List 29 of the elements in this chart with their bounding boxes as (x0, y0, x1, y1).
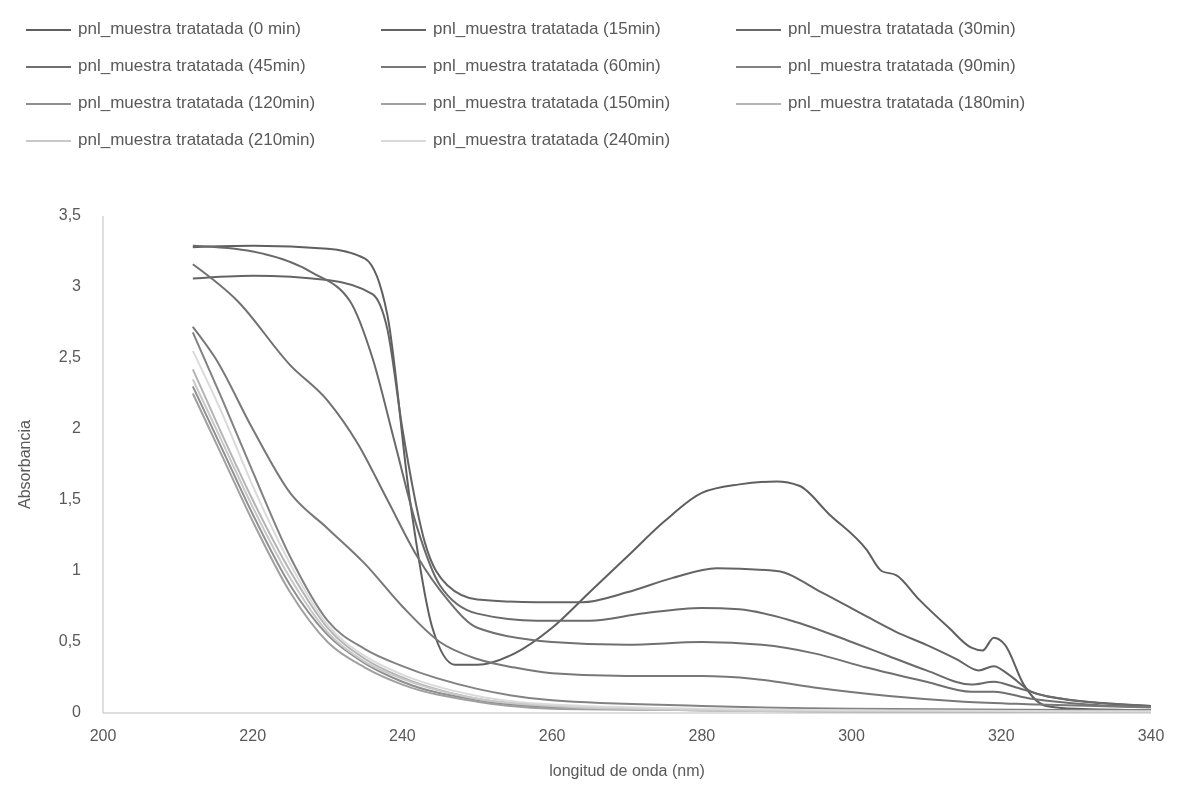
legend-label: pnl_muestra tratatada (60min) (433, 56, 661, 76)
y-tick-label: 2,5 (58, 348, 82, 366)
legend-label: pnl_muestra tratatada (0 min) (78, 19, 301, 39)
y-tick-label: 2 (72, 419, 82, 437)
y-tick-label: 0,5 (58, 632, 82, 650)
legend-label: pnl_muestra tratatada (45min) (78, 56, 306, 76)
y-tick-label: 1 (72, 561, 82, 579)
y-tick-label: 3 (72, 277, 82, 295)
legend-label: pnl_muestra tratatada (210min) (78, 130, 316, 150)
x-tick-label: 240 (389, 727, 416, 744)
y-tick-label: 1,5 (58, 490, 82, 508)
legend-label: pnl_muestra tratatada (90min) (788, 56, 1016, 76)
x-tick-label: 200 (89, 727, 117, 744)
x-axis-title: longitud de onda (nm) (549, 762, 705, 779)
legend-label: pnl_muestra tratatada (30min) (788, 19, 1016, 39)
x-tick-label: 280 (688, 727, 716, 744)
x-tick-label: 220 (239, 727, 267, 744)
legend-label: pnl_muestra tratatada (15min) (433, 19, 661, 39)
x-tick-label: 340 (1137, 727, 1165, 744)
legend-label: pnl_muestra tratatada (240min) (433, 130, 671, 150)
y-tick-label: 0 (72, 703, 82, 721)
legend-label: pnl_muestra tratatada (180min) (788, 93, 1026, 113)
x-tick-label: 260 (538, 727, 566, 744)
x-tick-label: 300 (838, 727, 866, 744)
legend-label: pnl_muestra tratatada (150min) (433, 93, 671, 113)
legend-label: pnl_muestra tratatada (120min) (78, 93, 316, 113)
y-tick-label: 3,5 (58, 206, 82, 224)
y-axis-title: Absorbancia (16, 419, 33, 509)
x-tick-label: 320 (987, 727, 1015, 744)
